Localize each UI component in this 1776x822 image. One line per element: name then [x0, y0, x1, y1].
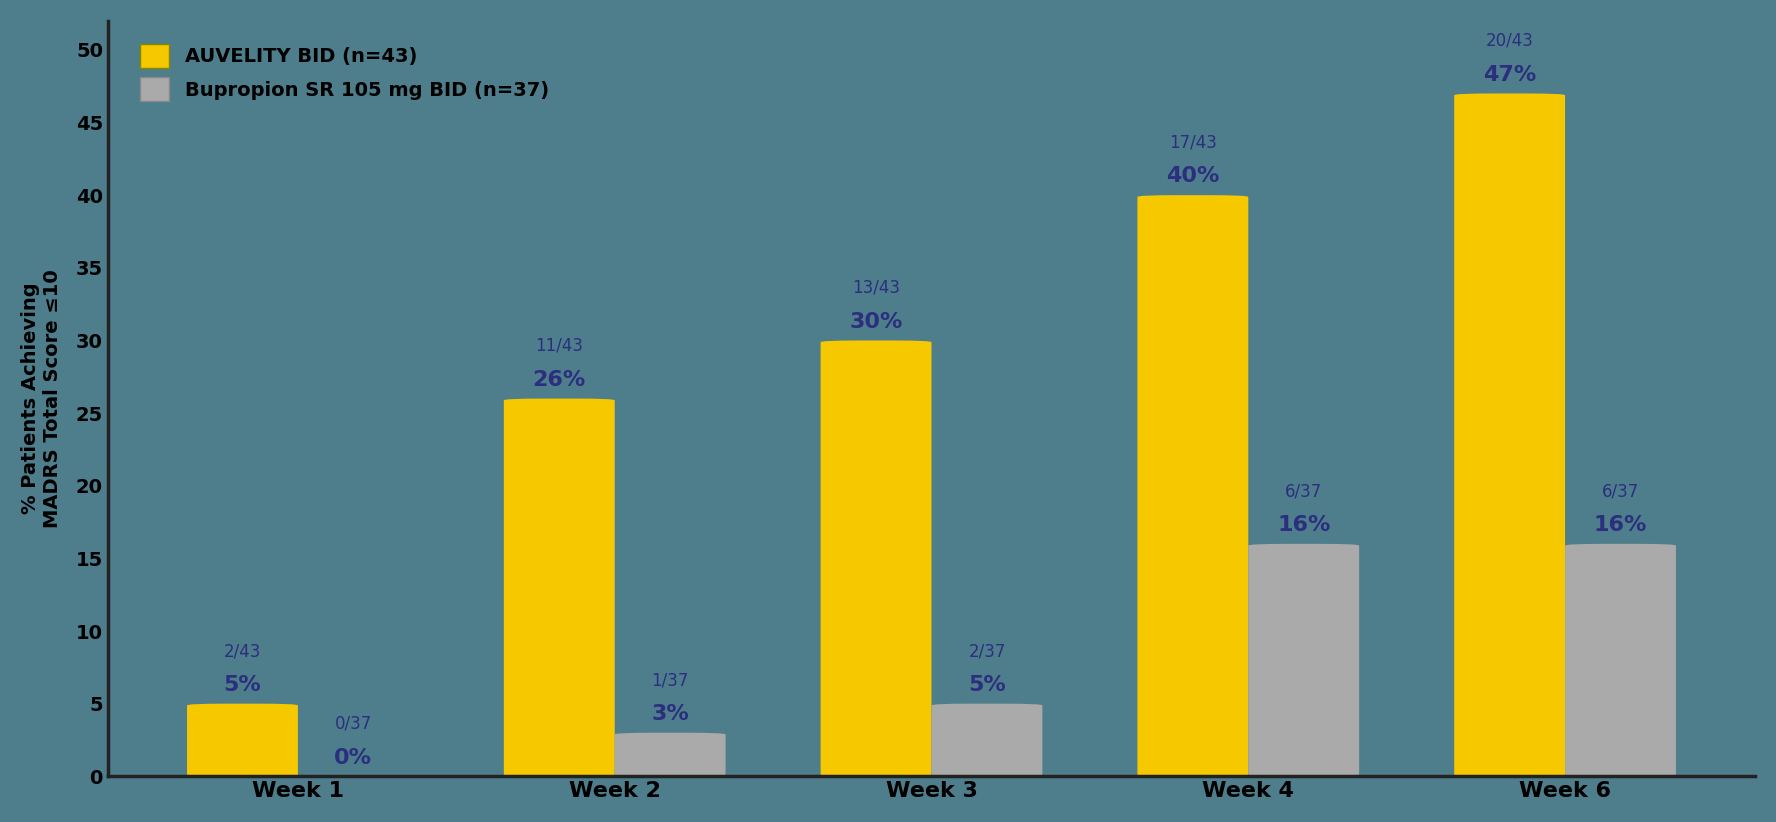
FancyBboxPatch shape: [614, 732, 726, 776]
Text: 16%: 16%: [1593, 515, 1646, 535]
Text: 40%: 40%: [1167, 167, 1220, 187]
FancyBboxPatch shape: [504, 399, 614, 776]
FancyBboxPatch shape: [1455, 94, 1565, 776]
Text: 16%: 16%: [1277, 515, 1330, 535]
Text: 26%: 26%: [533, 370, 586, 390]
Text: 17/43: 17/43: [1169, 134, 1217, 151]
Legend: AUVELITY BID (n=43), Bupropion SR 105 mg BID (n=37): AUVELITY BID (n=43), Bupropion SR 105 mg…: [133, 38, 554, 107]
Text: 30%: 30%: [849, 312, 902, 332]
FancyBboxPatch shape: [821, 340, 931, 776]
Text: 6/37: 6/37: [1286, 483, 1323, 501]
Text: 47%: 47%: [1483, 65, 1536, 85]
FancyBboxPatch shape: [1137, 195, 1249, 776]
FancyBboxPatch shape: [1249, 544, 1359, 776]
Text: 2/43: 2/43: [224, 642, 261, 660]
Text: 0/37: 0/37: [334, 714, 371, 732]
FancyBboxPatch shape: [931, 704, 1043, 776]
Text: 6/37: 6/37: [1602, 483, 1639, 501]
FancyBboxPatch shape: [186, 704, 298, 776]
FancyBboxPatch shape: [1565, 544, 1677, 776]
Text: 5%: 5%: [968, 675, 1005, 695]
Text: 2/37: 2/37: [968, 642, 1005, 660]
Text: 11/43: 11/43: [535, 337, 583, 355]
Text: 5%: 5%: [224, 675, 261, 695]
Text: 13/43: 13/43: [852, 279, 900, 297]
Y-axis label: % Patients Achieving
MADRS Total Score ≤10: % Patients Achieving MADRS Total Score ≤…: [21, 269, 62, 528]
Text: 3%: 3%: [652, 704, 689, 724]
Text: 0%: 0%: [334, 747, 373, 768]
Text: 1/37: 1/37: [652, 671, 689, 689]
Text: 20/43: 20/43: [1487, 32, 1534, 50]
